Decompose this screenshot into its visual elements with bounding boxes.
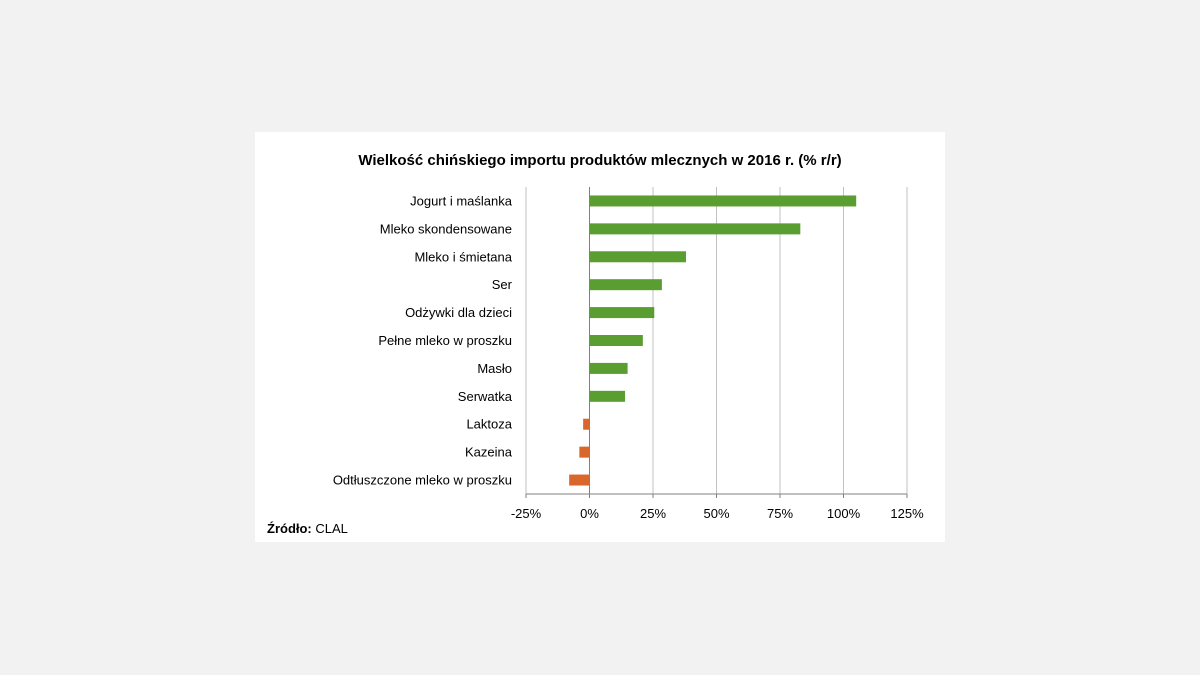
bar-2 bbox=[589, 251, 687, 263]
category-label-3: Ser bbox=[492, 277, 513, 292]
bar-chart: -25% 0% 25% 50% 75% 100% 125% Jogurt i maślanka… bbox=[333, 187, 924, 521]
bar-3 bbox=[589, 279, 662, 291]
bar-9 bbox=[579, 446, 590, 458]
chart-card: Wielkość chińskiego importu produktów ml… bbox=[255, 132, 945, 542]
category-label-5: Pełne mleko w proszku bbox=[378, 333, 512, 348]
x-tick-label-6: 125% bbox=[890, 506, 924, 521]
bar-6 bbox=[589, 362, 628, 374]
category-label-0: Jogurt i maślanka bbox=[410, 193, 513, 208]
bar-4 bbox=[589, 307, 655, 319]
category-label-8: Laktoza bbox=[466, 417, 512, 432]
chart-title: Wielkość chińskiego importu produktów ml… bbox=[358, 152, 842, 169]
bar-1 bbox=[589, 223, 801, 235]
category-label-4: Odżywki dla dzieci bbox=[405, 305, 512, 320]
bar-10 bbox=[569, 474, 590, 486]
bar-8 bbox=[583, 418, 590, 430]
source-note: Źródło: CLAL bbox=[267, 521, 348, 536]
x-tick-label-4: 75% bbox=[767, 506, 793, 521]
bar-0 bbox=[589, 195, 857, 207]
x-tick-label-2: 25% bbox=[640, 506, 666, 521]
x-tick-label-5: 100% bbox=[827, 506, 861, 521]
x-tick-label-0: -25% bbox=[511, 506, 542, 521]
x-tick-label-3: 50% bbox=[703, 506, 729, 521]
source-value: CLAL bbox=[315, 521, 348, 536]
category-label-10: Odtłuszczone mleko w proszku bbox=[333, 473, 512, 488]
category-label-6: Masło bbox=[477, 361, 512, 376]
category-label-1: Mleko skondensowane bbox=[380, 221, 512, 236]
bar-5 bbox=[589, 335, 643, 346]
category-label-9: Kazeina bbox=[465, 445, 513, 460]
bar-7 bbox=[589, 390, 626, 402]
x-tick-label-1: 0% bbox=[580, 506, 599, 521]
category-label-2: Mleko i śmietana bbox=[414, 249, 512, 264]
category-label-7: Serwatka bbox=[458, 389, 513, 404]
source-label: Źródło: bbox=[267, 521, 312, 536]
